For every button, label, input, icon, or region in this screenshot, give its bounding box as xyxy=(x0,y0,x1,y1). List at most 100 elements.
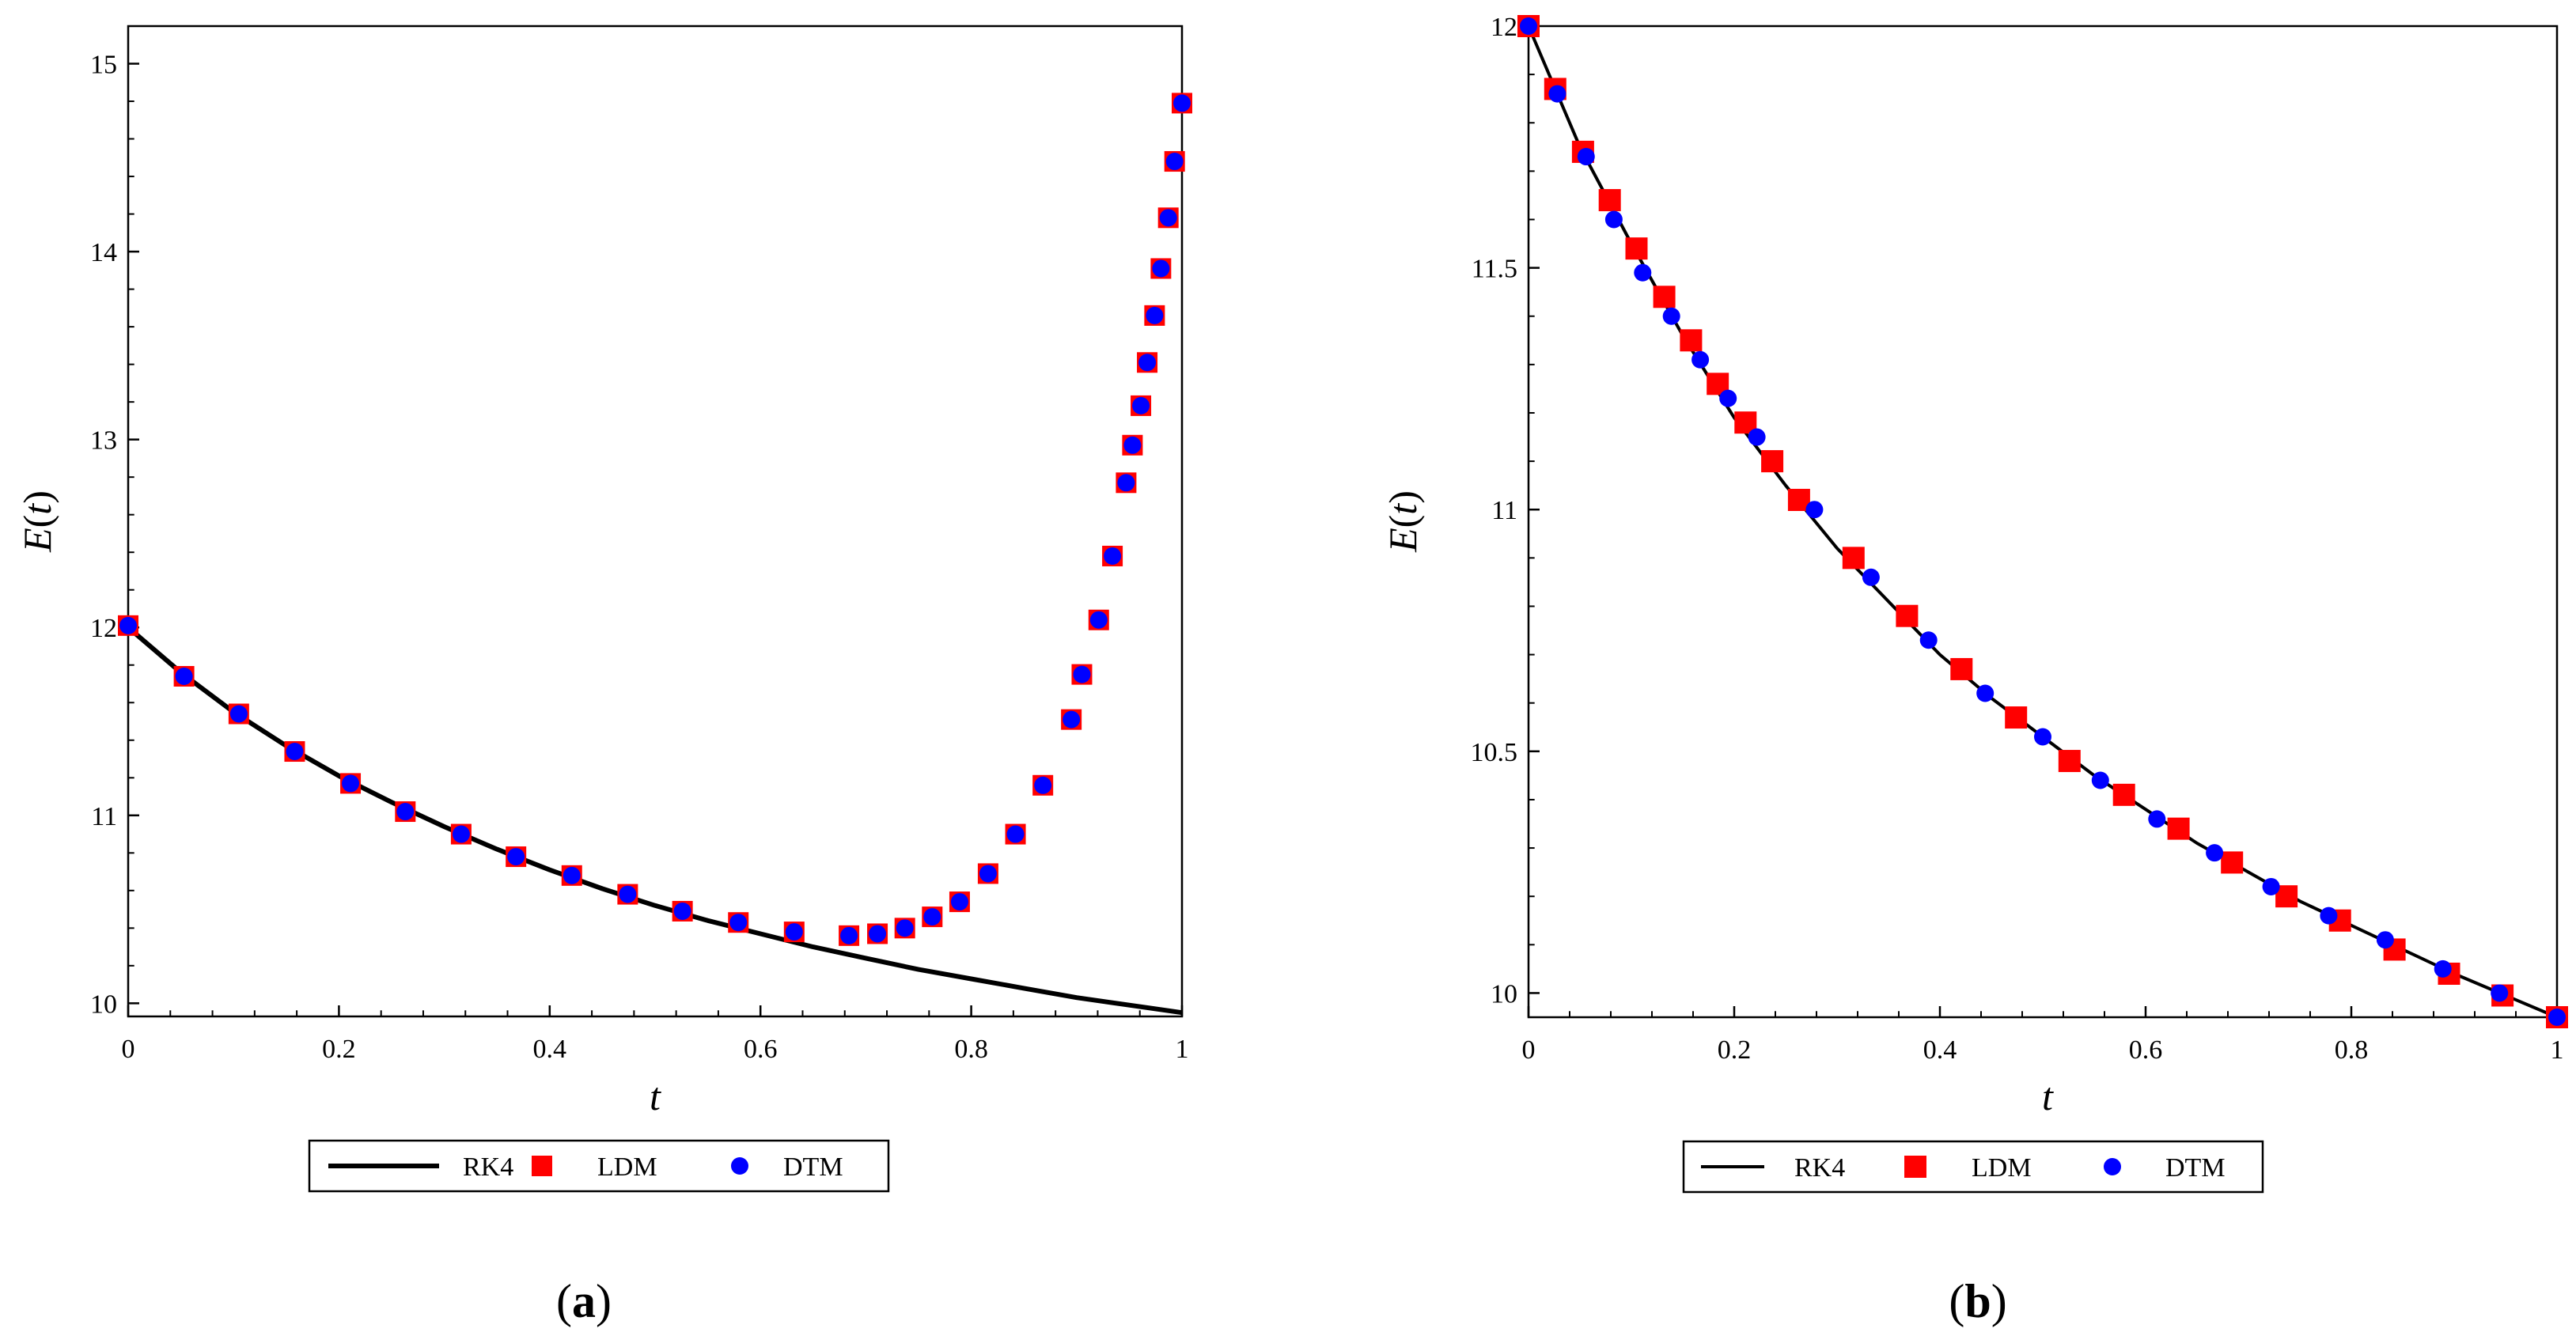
panel-a-y-tick-labels: 10 11 12 13 14 15 xyxy=(90,51,117,1020)
panel-a-dtm-point xyxy=(1006,825,1025,843)
panel-b-dtm-point xyxy=(2491,984,2509,1002)
panel-b-y-tick-label: 12 xyxy=(1491,13,1517,42)
panel-b-dtm-point xyxy=(1976,684,1995,702)
panel-a-caption: (a) xyxy=(556,1275,612,1327)
panel-a-y-tick-label: 15 xyxy=(90,51,117,80)
panel-b-caption: (b) xyxy=(1949,1275,2006,1327)
panel-a-legend: RK4 LDM DTM xyxy=(308,1139,890,1193)
panel-a-x-tick-label: 0.2 xyxy=(322,1035,356,1064)
panel-b-plot-area xyxy=(1517,15,2568,1028)
panel-a-dtm-point xyxy=(1159,209,1177,227)
panel-b-x-tick-labels: 0 0.2 0.4 0.6 0.8 1 xyxy=(1522,1035,2564,1065)
panel-b-dtm-point xyxy=(2320,906,2338,925)
panel-b-caption-open: ( xyxy=(1949,1275,1964,1327)
panel-b-dtm-point xyxy=(1748,428,1766,446)
panel-a-dtm-point xyxy=(1117,474,1135,492)
panel-a-dtm-point xyxy=(1138,354,1157,372)
panel-b-ldm-point xyxy=(1896,604,1919,627)
panel-b-x-tick-label: 0.6 xyxy=(2129,1035,2163,1065)
panel-b-ldm-point xyxy=(1680,329,1703,352)
panel-a-caption-letter: a xyxy=(572,1275,596,1327)
panel-b-ldm-point xyxy=(1653,286,1676,308)
panel-a-rk4-line xyxy=(127,625,1183,1016)
panel-b-legend-box xyxy=(1682,1140,2264,1194)
panel-b-y-label-name: E xyxy=(1381,528,1425,553)
panel-b-y-tick-label: 11 xyxy=(1491,496,1517,525)
panel-a-x-axis-label: t xyxy=(650,1074,661,1118)
panel-b-dtm-point xyxy=(1577,148,1595,166)
panel-a-legend-dtm-label: DTM xyxy=(783,1152,843,1182)
panel-b-dtm-point xyxy=(2376,931,2394,949)
panel-b-ldm-point xyxy=(1598,189,1621,212)
panel-b-ldm-point xyxy=(1625,237,1648,260)
panel-b-ldm-point xyxy=(1842,547,1865,570)
panel-a-y-label-name: E xyxy=(15,528,59,553)
panel-a-dtm-point xyxy=(119,616,137,634)
panel-a-dtm-point xyxy=(1165,153,1184,171)
panel-a-plot-area xyxy=(118,93,1192,1016)
panel-b-x-axis-label: t xyxy=(2042,1074,2054,1118)
panel-b-dtm-point xyxy=(1805,501,1824,519)
panel-a-dtm-point xyxy=(1146,306,1164,324)
panel-b-ldm-point xyxy=(2167,817,2190,840)
panel-a-dtm-point xyxy=(1173,94,1191,112)
panel-a-y-tick-label: 11 xyxy=(91,802,117,831)
panel-a-dtm-point xyxy=(1063,710,1081,729)
panel-b-dtm-point xyxy=(1604,210,1623,229)
panel-a-x-tick-label: 0.4 xyxy=(533,1035,567,1064)
panel-a-dtm-point xyxy=(452,825,470,843)
panel-a-legend-ldm-label: LDM xyxy=(597,1152,657,1182)
panel-b-legend: RK4 LDM DTM xyxy=(1682,1140,2264,1194)
panel-b-dtm-point xyxy=(1919,631,1938,649)
panel-a-x-tick-label: 1 xyxy=(1176,1035,1189,1064)
panel-b-y-label-open: ( xyxy=(1381,515,1425,528)
panel-b-y-tick-label: 11.5 xyxy=(1472,255,1517,284)
panel-a-dtm-point xyxy=(950,893,968,911)
panel-b-frame xyxy=(1527,25,2559,1019)
panel-b-rk4-line xyxy=(1527,25,2558,1019)
panel-a-dtm-point xyxy=(1104,547,1122,565)
panel-a-dtm-point xyxy=(840,926,858,944)
panel-a-y-axis-label: E(t) xyxy=(15,490,59,553)
panel-b-x-tick-label: 0.2 xyxy=(1718,1035,1752,1065)
panel-b-legend-dtm-marker xyxy=(2104,1158,2121,1175)
panel-b-x-tick-label: 1 xyxy=(2551,1035,2564,1065)
panel-b-y-tick-label: 10 xyxy=(1491,979,1517,1009)
panel-a-x-tick-label: 0 xyxy=(122,1035,135,1064)
panel-b-x-tick-label: 0.8 xyxy=(2335,1035,2369,1065)
panel-a-x-tick-labels: 0 0.2 0.4 0.6 0.8 1 xyxy=(122,1035,1189,1064)
panel-b-dtm-point xyxy=(2262,877,2280,895)
panel-b-legend-dtm-label: DTM xyxy=(2165,1153,2226,1183)
panel-a-dtm-point xyxy=(869,925,887,943)
panel-a-y-tick-label: 13 xyxy=(90,426,117,456)
panel-a-x-tick-label: 0.8 xyxy=(954,1035,988,1064)
panel-a-dtm-point xyxy=(619,885,637,903)
panel-a-dtm-point xyxy=(286,743,304,761)
panel-b-dtm-point xyxy=(2206,844,2224,862)
panel-a-legend-box xyxy=(308,1139,890,1193)
panel-a-dtm-point xyxy=(1034,776,1052,794)
panel-a-dtm-point xyxy=(785,923,803,941)
panel-a-dtm-point xyxy=(1152,259,1170,278)
panel-b-y-axis-label: E(t) xyxy=(1381,490,1425,553)
panel-b-ticks xyxy=(1527,25,2559,1017)
panel-b-y-label-close: ) xyxy=(1381,490,1425,504)
panel-a-legend-ldm-marker xyxy=(532,1156,552,1176)
panel-b-legend-ldm-label: LDM xyxy=(1972,1153,2032,1183)
panel-b-legend-ldm-marker xyxy=(1904,1156,1926,1178)
panel-a-dtm-point xyxy=(673,902,691,920)
panel-a-frame xyxy=(127,25,1184,1018)
panel-b-caption-letter: b xyxy=(1964,1275,1991,1327)
panel-b-x-tick-label: 0 xyxy=(1522,1035,1536,1065)
panel-b-ldm-point xyxy=(2005,706,2028,729)
panel-b-legend-rk4-label: RK4 xyxy=(1794,1153,1845,1183)
panel-a-legend-dtm-marker xyxy=(731,1157,748,1175)
panel-b-caption-close: ) xyxy=(1991,1275,2007,1327)
panel-a-dtm-point xyxy=(1123,436,1142,454)
panel-b-ldm-point xyxy=(2221,851,2244,874)
panel-a-y-tick-label: 10 xyxy=(90,990,117,1019)
panel-a-y-label-var: t xyxy=(15,503,59,515)
panel-a-y-tick-label: 14 xyxy=(90,238,117,267)
panel-a-caption-close: ) xyxy=(596,1275,612,1327)
